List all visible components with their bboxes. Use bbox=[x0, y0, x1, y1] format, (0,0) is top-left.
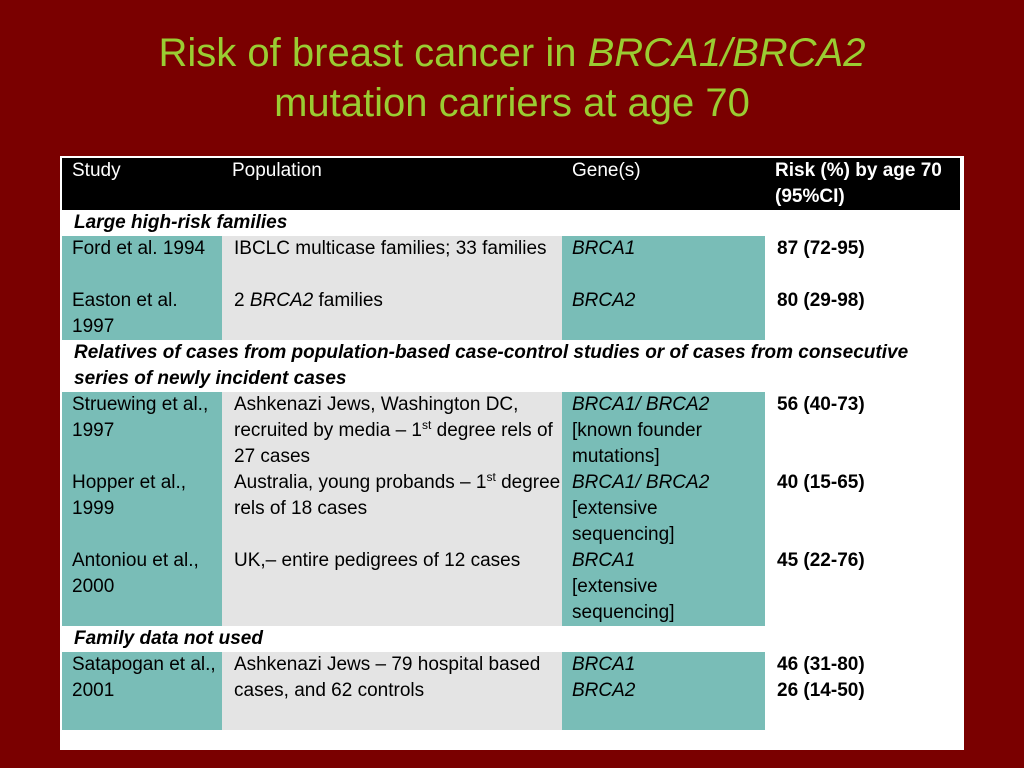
risk-value: 40 (15-65) bbox=[777, 472, 865, 493]
table-row: Easton et al. 1997 2 BRCA2 families BRCA… bbox=[62, 288, 960, 340]
table-row: Hopper et al., 1999 Australia, young pro… bbox=[62, 470, 960, 548]
study-cell: Satapogan et al., 2001 bbox=[62, 652, 222, 730]
genes-cell: BRCA2 bbox=[562, 288, 765, 340]
risk-cell: 45 (22-76) bbox=[765, 548, 960, 626]
section-row: Large high-risk families bbox=[62, 210, 960, 236]
title-gene-names: BRCA1/BRCA2 bbox=[587, 31, 866, 75]
risk-cell: 40 (15-65) bbox=[765, 470, 960, 548]
gene-note: [extensive sequencing] bbox=[572, 498, 675, 545]
study-cell: Hopper et al., 1999 bbox=[62, 470, 222, 548]
ordinal-suffix: st bbox=[486, 470, 496, 484]
gene-name: BRCA1 bbox=[572, 238, 636, 259]
population-cell: Australia, young probands – 1st degree r… bbox=[222, 470, 562, 548]
population-cell: 2 BRCA2 families bbox=[222, 288, 562, 340]
population-text-end: degree rels of 27 cases bbox=[234, 420, 553, 467]
gene-note: [known founder mutations] bbox=[572, 420, 702, 467]
gene-name: BRCA1 bbox=[572, 654, 636, 675]
header-risk: Risk (%) by age 70 (95%CI) bbox=[765, 158, 960, 210]
table-header-row: Study Population Gene(s) Risk (%) by age… bbox=[62, 158, 960, 210]
genes-cell: BRCA1 [extensive sequencing] bbox=[562, 548, 765, 626]
risk-cell: 80 (29-98) bbox=[765, 288, 960, 340]
gene-name: BRCA2 bbox=[572, 290, 636, 311]
population-number: 2 bbox=[234, 290, 250, 311]
risk-cell: 56 (40-73) bbox=[765, 392, 960, 470]
risk-value: 56 (40-73) bbox=[777, 394, 865, 415]
genes-cell: BRCA1/ BRCA2 [known founder mutations] bbox=[562, 392, 765, 470]
study-cell: Antoniou et al., 2000 bbox=[62, 548, 222, 626]
risk-value: 45 (22-76) bbox=[777, 550, 865, 571]
population-rest: families bbox=[313, 290, 383, 311]
risk-value: 46 (31-80) bbox=[777, 654, 865, 675]
header-study: Study bbox=[62, 158, 222, 210]
gene-name: BRCA1/ BRCA2 bbox=[572, 394, 710, 415]
table-row: Antoniou et al., 2000 UK,– entire pedigr… bbox=[62, 548, 960, 626]
study-cell: Struewing et al., 1997 bbox=[62, 392, 222, 470]
gene-name: BRCA2 bbox=[572, 680, 636, 701]
section-label: Family data not used bbox=[62, 626, 960, 652]
section-label: Large high-risk families bbox=[62, 210, 960, 236]
population-gene: BRCA2 bbox=[249, 290, 314, 311]
title-line-1: Risk of breast cancer in BRCA1/BRCA2 bbox=[0, 28, 1024, 78]
title-prefix: Risk of breast cancer in bbox=[158, 31, 588, 75]
gene-name: BRCA1/ BRCA2 bbox=[572, 472, 710, 493]
section-row: Family data not used bbox=[62, 626, 960, 652]
gene-note: [extensive sequencing] bbox=[572, 576, 675, 623]
risk-value: 80 (29-98) bbox=[777, 290, 865, 311]
study-cell: Easton et al. 1997 bbox=[62, 288, 222, 340]
population-cell: Ashkenazi Jews – 79 hospital based cases… bbox=[222, 652, 562, 730]
population-cell: Ashkenazi Jews, Washington DC, recruited… bbox=[222, 392, 562, 470]
population-cell: UK,– entire pedigrees of 12 cases bbox=[222, 548, 562, 626]
table-row: Ford et al. 1994 IBCLC multicase familie… bbox=[62, 236, 960, 288]
gene-name: BRCA1 bbox=[572, 550, 636, 571]
population-text-end: degree rels of 18 cases bbox=[234, 472, 561, 519]
risk-cell: 87 (72-95) bbox=[765, 236, 960, 288]
population-cell: IBCLC multicase families; 33 families bbox=[222, 236, 562, 288]
genes-cell: BRCA1 BRCA2 bbox=[562, 652, 765, 730]
ordinal-suffix: st bbox=[422, 418, 432, 432]
header-genes: Gene(s) bbox=[562, 158, 765, 210]
table-row: Satapogan et al., 2001 Ashkenazi Jews – … bbox=[62, 652, 960, 730]
genes-cell: BRCA1 bbox=[562, 236, 765, 288]
population-text: Ashkenazi Jews, Washington DC, recruited… bbox=[234, 394, 519, 441]
slide-title: Risk of breast cancer in BRCA1/BRCA2 mut… bbox=[0, 28, 1024, 128]
risk-value: 26 (14-50) bbox=[777, 680, 865, 701]
risk-value: 87 (72-95) bbox=[777, 238, 865, 259]
section-label: Relatives of cases from population-based… bbox=[62, 340, 960, 392]
risk-cell: 46 (31-80) 26 (14-50) bbox=[765, 652, 960, 730]
section-row: Relatives of cases from population-based… bbox=[62, 340, 960, 392]
population-text: Australia, young probands – 1 bbox=[234, 472, 487, 493]
header-population: Population bbox=[222, 158, 562, 210]
table-row: Struewing et al., 1997 Ashkenazi Jews, W… bbox=[62, 392, 960, 470]
study-cell: Ford et al. 1994 bbox=[62, 236, 222, 288]
risk-table: Study Population Gene(s) Risk (%) by age… bbox=[62, 158, 960, 730]
genes-cell: BRCA1/ BRCA2 [extensive sequencing] bbox=[562, 470, 765, 548]
title-line-2: mutation carriers at age 70 bbox=[274, 81, 750, 125]
